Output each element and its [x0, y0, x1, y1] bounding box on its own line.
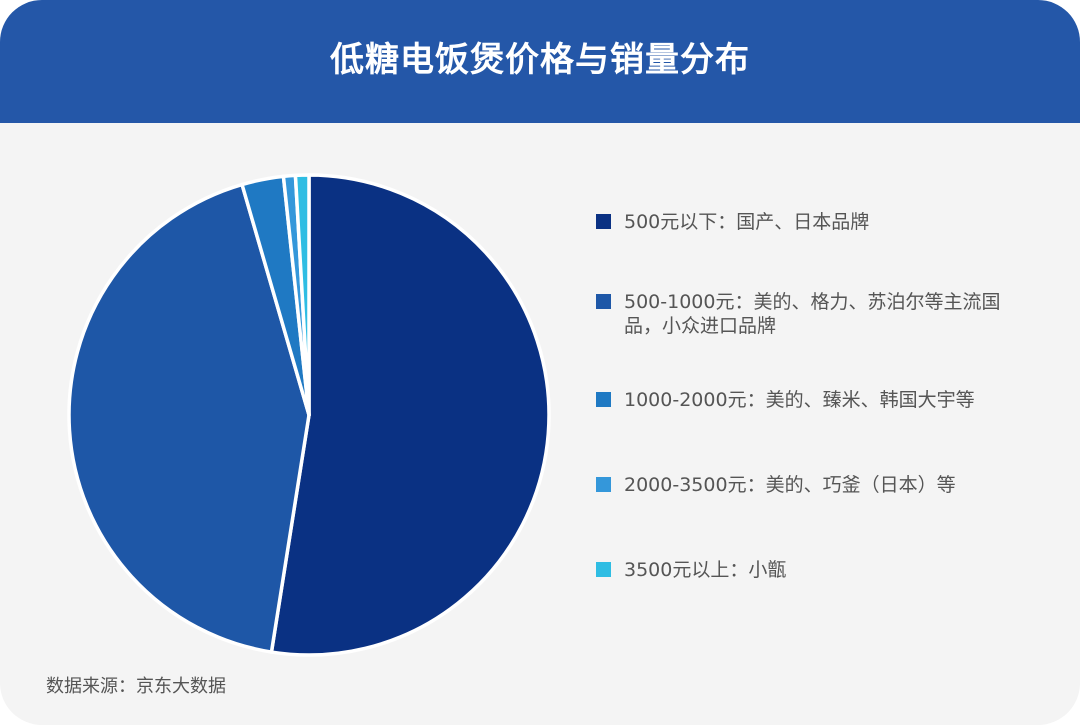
- legend-item-1: 500元以下：国产、日本品牌: [596, 210, 1036, 234]
- pie-chart: [67, 173, 551, 657]
- legend-item-2: 500-1000元：美的、格力、苏泊尔等主流国品，小众进口品牌: [596, 290, 1036, 338]
- legend-item-5: 3500元以上：小甑: [596, 558, 1036, 582]
- legend-label: 3500元以上：小甑: [624, 559, 787, 581]
- pie-slice-2: [67, 182, 311, 654]
- legend-item-4: 2000-3500元：美的、巧釜（日本）等: [596, 473, 1036, 497]
- legend-label: 500元以下：国产、日本品牌: [624, 211, 870, 233]
- pie-slice-1: [269, 173, 551, 657]
- legend-item-3: 1000-2000元：美的、臻米、韩国大宇等: [596, 388, 1036, 412]
- data-source-note: 数据来源：京东大数据: [46, 676, 226, 697]
- pie-slice-5: [293, 173, 311, 417]
- legend-label: 500-1000元：美的、格力、苏泊尔等主流国品，小众进口品牌: [624, 291, 1001, 337]
- legend-swatch: [596, 214, 611, 229]
- legend-swatch: [596, 392, 611, 407]
- legend-swatch: [596, 562, 611, 577]
- legend-swatch: [596, 294, 611, 309]
- chart-title: 低糖电饭煲价格与销量分布: [330, 40, 750, 80]
- legend-label: 2000-3500元：美的、巧釜（日本）等: [624, 474, 956, 496]
- legend-swatch: [596, 477, 611, 492]
- legend-label: 1000-2000元：美的、臻米、韩国大宇等: [624, 389, 975, 411]
- header-banner: 低糖电饭煲价格与销量分布: [0, 0, 1080, 123]
